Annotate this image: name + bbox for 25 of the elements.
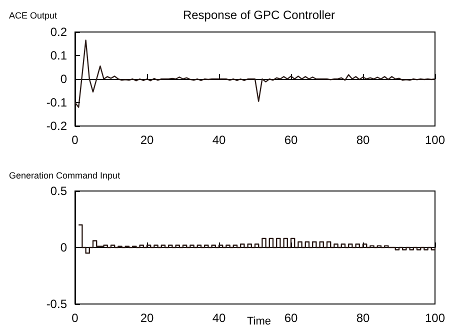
y-axis-title: Generation Command Input [9, 170, 121, 180]
x-axis-title: Time [246, 316, 272, 328]
chart-title: Response of GPC Controller [182, 8, 336, 22]
y-tick-label: -0.5 [46, 297, 68, 311]
x-tick-label: 20 [140, 311, 154, 325]
y-tick-label: -0.1 [46, 96, 68, 110]
x-tick-label: 100 [424, 133, 446, 147]
y-tick-label: 0.2 [50, 25, 68, 39]
y-tick-label: 0 [60, 72, 68, 86]
y-tick-label: -0.2 [46, 119, 68, 133]
y-tick-label: 0 [60, 240, 68, 254]
x-tick-label: 80 [356, 133, 370, 147]
x-tick-label: 80 [356, 311, 370, 325]
y-tick-label: 0.1 [50, 48, 68, 62]
x-tick-label: 20 [140, 133, 154, 147]
line-series [74, 40, 436, 108]
y-axis-title: ACE Output [9, 10, 58, 20]
x-tick-label: 60 [284, 133, 298, 147]
x-tick-label: 0 [72, 133, 79, 147]
y-tick-label: 0.5 [50, 184, 68, 198]
x-tick-label: 60 [284, 311, 298, 325]
x-tick-label: 40 [212, 311, 226, 325]
x-tick-label: 40 [212, 133, 226, 147]
x-tick-label: 0 [72, 311, 79, 325]
x-tick-label: 100 [424, 311, 446, 325]
